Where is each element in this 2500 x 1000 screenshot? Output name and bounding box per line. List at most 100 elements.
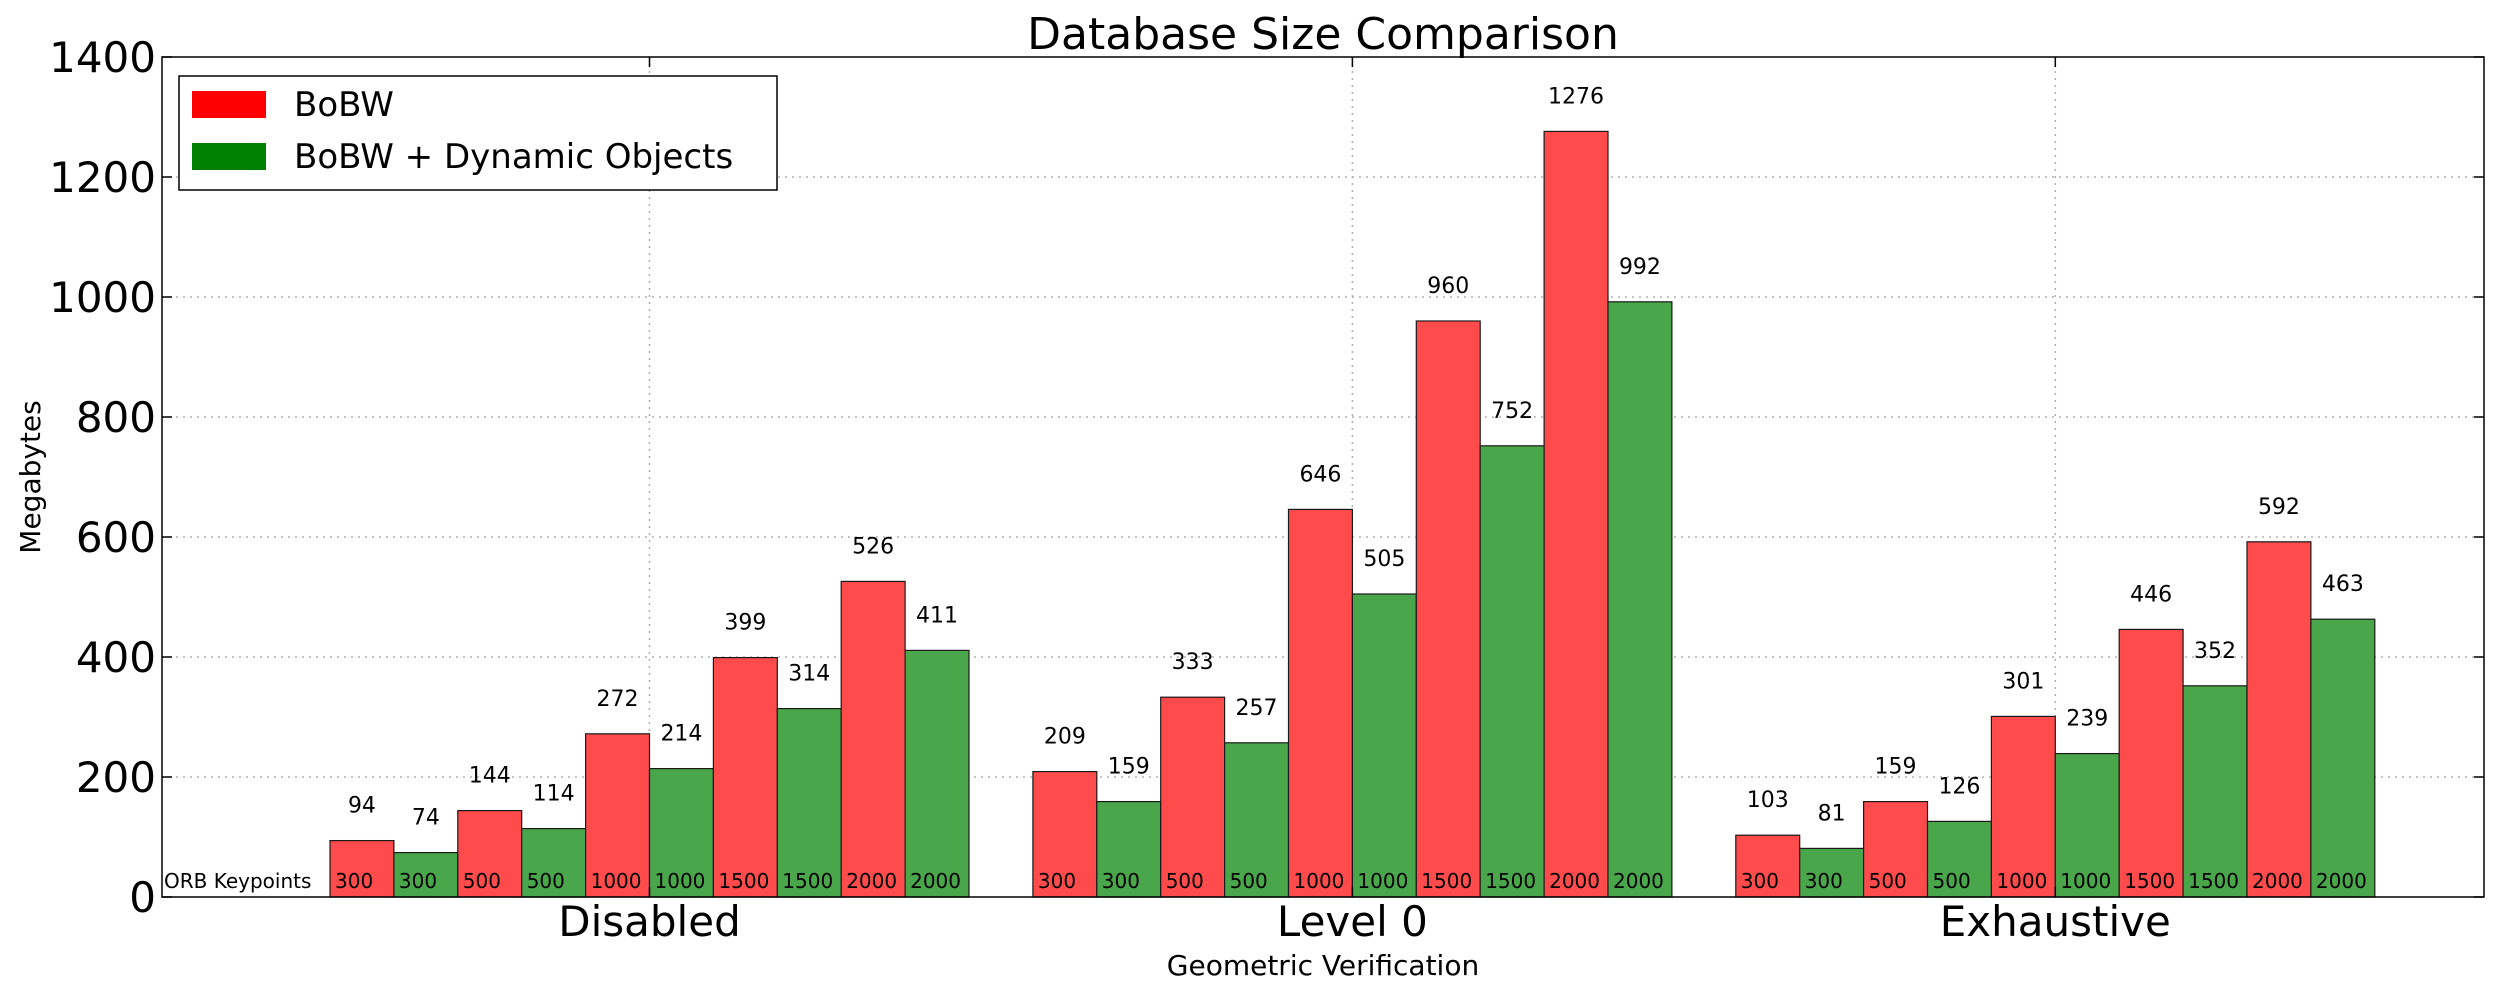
bar-keypoints-label: 500 [1166, 869, 1204, 893]
bar-value-label: 301 [2002, 669, 2044, 694]
bar-value-label: 505 [1363, 547, 1405, 572]
y-tick-label: 1400 [49, 33, 156, 82]
bar-dynamic-objects [648, 767, 715, 898]
bar-dynamic-objects [2182, 685, 2248, 898]
y-tick-label: 0 [129, 873, 156, 922]
bar-keypoints-label: 500 [463, 869, 501, 893]
bar-keypoints-label: 2000 [2316, 869, 2367, 893]
bar-value-label: 592 [2258, 495, 2300, 520]
bar-dynamic-objects [2310, 618, 2376, 898]
bar-keypoints-label: 300 [399, 869, 437, 893]
bar-value-label: 352 [2194, 639, 2236, 664]
bar-keypoints-label: 1500 [1485, 869, 1536, 893]
bar-keypoints-label: 2000 [910, 869, 961, 893]
bars: 94 300 74 300 144 500 114 500 272 1000 214 1000 399 1… [329, 84, 2376, 898]
bar-dynamic-objects [1479, 445, 1545, 898]
bar-value-label: 752 [1491, 399, 1533, 424]
bar-keypoints-label: 1000 [2060, 869, 2111, 893]
bar-keypoints-label: 1000 [1996, 869, 2047, 893]
bar-value-label: 214 [660, 722, 702, 747]
x-tick-label: Disabled [558, 897, 740, 946]
bar-keypoints-label: 500 [1869, 869, 1907, 893]
bar-keypoints-label: 1000 [655, 869, 706, 893]
bar-bobw [1990, 715, 2056, 898]
bar-dynamic-objects [1223, 742, 1290, 898]
bar-bobw [1735, 834, 1801, 898]
plot-frame [161, 56, 2485, 898]
bar-dynamic-objects [904, 649, 970, 898]
y-tick-label: 1000 [49, 273, 156, 322]
bar-keypoints-label: 1500 [1421, 869, 1472, 893]
bar-dynamic-objects [1607, 301, 1673, 898]
legend-box [178, 75, 778, 191]
bar-keypoints-label: 1500 [2188, 869, 2239, 893]
bar-keypoints-label: 2000 [1549, 869, 1600, 893]
bar-value-label: 159 [1108, 755, 1150, 780]
bar-value-label: 239 [2066, 707, 2108, 732]
y-axis-label: Megabytes [14, 400, 47, 553]
bar-dynamic-objects [1096, 800, 1162, 898]
bar-value-label: 314 [788, 662, 830, 687]
bar-bobw [1543, 130, 1609, 898]
bar-bobw [1415, 320, 1481, 898]
bar-bobw [1287, 508, 1354, 898]
bar-keypoints-label: 300 [1038, 869, 1076, 893]
bar-value-label: 257 [1236, 696, 1278, 721]
bar-bobw [712, 656, 778, 898]
x-tick-label: Level 0 [1277, 897, 1428, 946]
bar-value-label: 114 [533, 782, 575, 807]
bar-value-label: 463 [2322, 572, 2364, 597]
bar-keypoints-label: 300 [335, 869, 373, 893]
bar-keypoints-label: 300 [1102, 869, 1140, 893]
bar-value-label: 1276 [1548, 84, 1604, 109]
bar-value-label: 992 [1619, 255, 1661, 280]
x-tick-label: Exhaustive [1940, 897, 2171, 946]
legend-label-bobw: BoBW [294, 85, 394, 125]
bar-value-label: 209 [1044, 725, 1086, 750]
bar-value-label: 81 [1818, 801, 1846, 826]
bar-keypoints-label: 500 [527, 869, 565, 893]
chart-title: Database Size Comparison [1027, 9, 1619, 60]
bar-value-label: 144 [469, 764, 511, 789]
bar-bobw [457, 809, 523, 898]
bar-bobw [2118, 628, 2184, 898]
bar-keypoints-label: 1000 [1294, 869, 1345, 893]
bar-bobw [2246, 541, 2312, 898]
bar-keypoints-label: 2000 [1613, 869, 1664, 893]
bar-keypoints-label: 300 [1805, 869, 1843, 893]
bar-bobw [1862, 800, 1929, 898]
axis-ticks: 0 200 400 600 800 1000 1200 1400 Disabled Level 0… [49, 33, 2484, 946]
legend: BoBW BoBW + Dynamic Objects [178, 75, 778, 191]
y-tick-label: 600 [76, 513, 156, 562]
bar-value-label: 126 [1938, 774, 1980, 799]
y-tick-label: 800 [76, 393, 156, 442]
bar-keypoints-label: 2000 [846, 869, 897, 893]
bar-keypoints-label: 2000 [2252, 869, 2303, 893]
bar-keypoints-label: 500 [1933, 869, 1971, 893]
bar-value-label: 103 [1747, 788, 1789, 813]
bar-value-label: 526 [852, 534, 894, 559]
bar-value-label: 446 [2130, 582, 2172, 607]
bar-value-label: 74 [412, 806, 440, 831]
bar-bobw [584, 733, 651, 898]
keypoints-axis-label: ORB Keypoints [164, 869, 311, 893]
bar-value-label: 333 [1172, 650, 1214, 675]
bar-dynamic-objects [776, 707, 842, 898]
bar-value-label: 272 [597, 687, 639, 712]
bar-value-label: 960 [1427, 274, 1469, 299]
bar-value-label: 159 [1875, 755, 1917, 780]
legend-label-dynamic-objects: BoBW + Dynamic Objects [294, 137, 733, 177]
bar-value-label: 94 [348, 794, 376, 819]
bar-keypoints-label: 1500 [782, 869, 833, 893]
bar-bobw [329, 839, 395, 898]
bar-keypoints-label: 1000 [591, 869, 642, 893]
y-tick-label: 1200 [49, 153, 156, 202]
bar-value-label: 411 [916, 603, 958, 628]
bar-keypoints-label: 1500 [718, 869, 769, 893]
bar-keypoints-label: 500 [1230, 869, 1268, 893]
bar-keypoints-label: 300 [1741, 869, 1779, 893]
bar-dynamic-objects [1351, 593, 1417, 898]
bar-dynamic-objects [2054, 752, 2120, 898]
bar-value-label: 646 [1299, 462, 1341, 487]
